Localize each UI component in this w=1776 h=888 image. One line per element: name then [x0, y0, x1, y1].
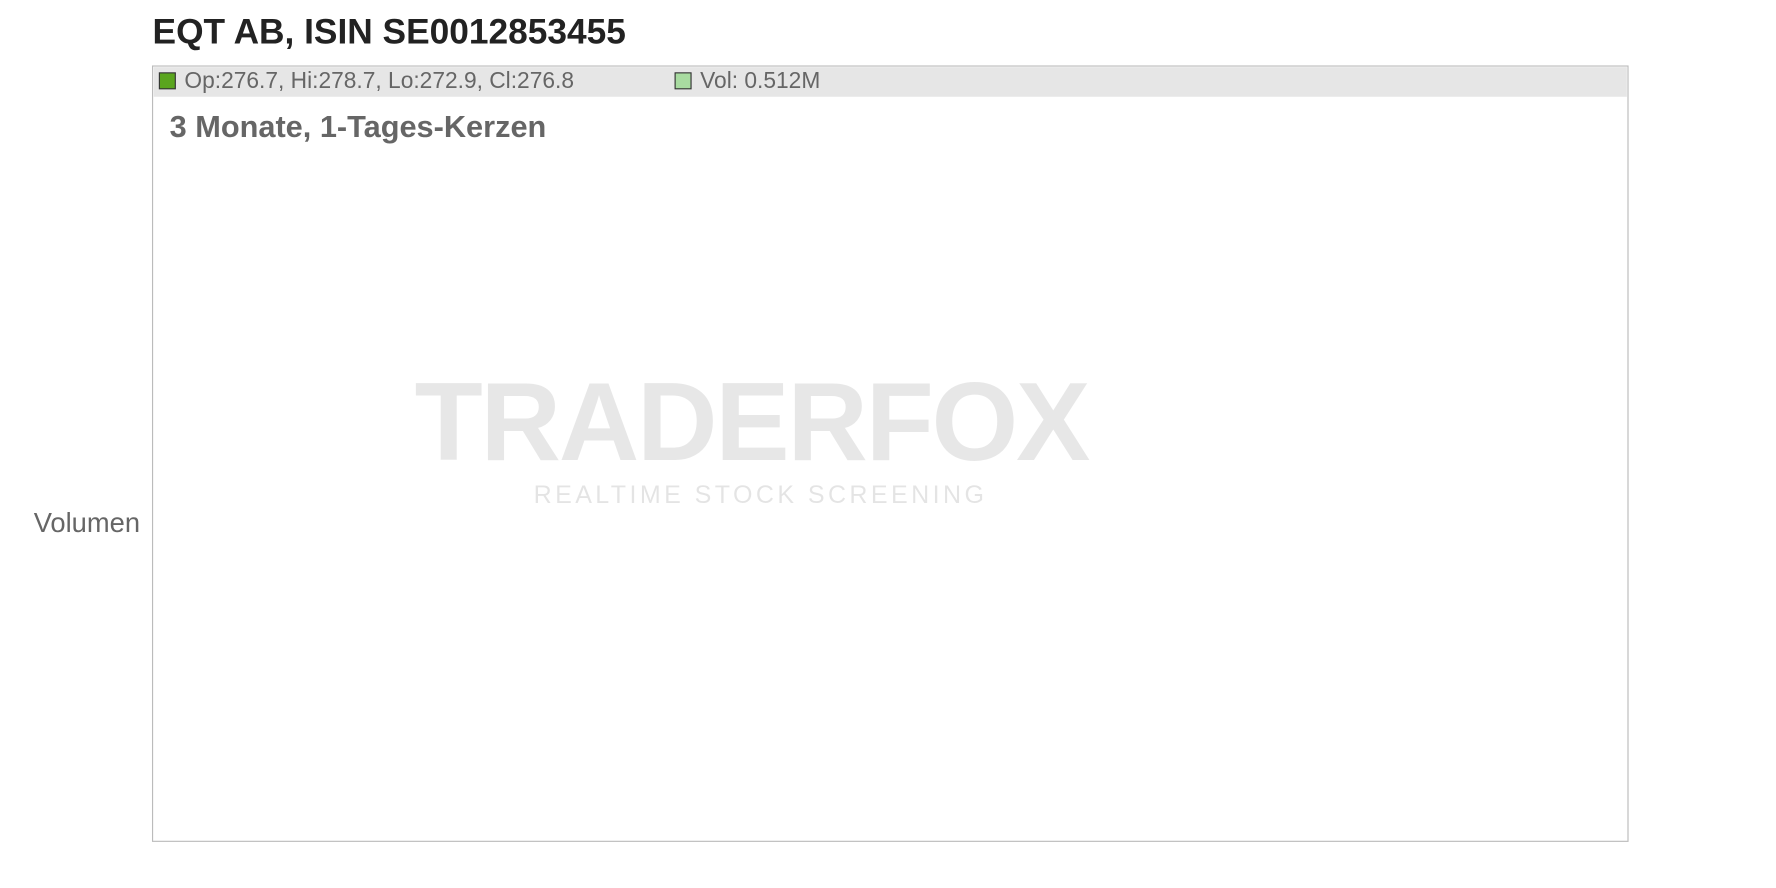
watermark-sub: REALTIME STOCK SCREENING	[534, 481, 988, 509]
watermark: TRADERFOX	[415, 359, 1090, 484]
subtitle: 3 Monate, 1-Tages-Kerzen	[170, 109, 547, 144]
plot-frame	[151, 65, 1629, 842]
volume-legend-swatch	[674, 72, 692, 90]
volume-legend: Vol: 0.512M	[700, 67, 820, 93]
chart-title: EQT AB, ISIN SE0012853455	[153, 12, 626, 51]
ohlc-legend: Op:276.7, Hi:278.7, Lo:272.9, Cl:276.8	[184, 67, 574, 93]
volume-axis-label: Volumen	[34, 507, 140, 538]
ohlc-legend-swatch	[158, 72, 176, 90]
legend-bar	[153, 67, 1627, 97]
